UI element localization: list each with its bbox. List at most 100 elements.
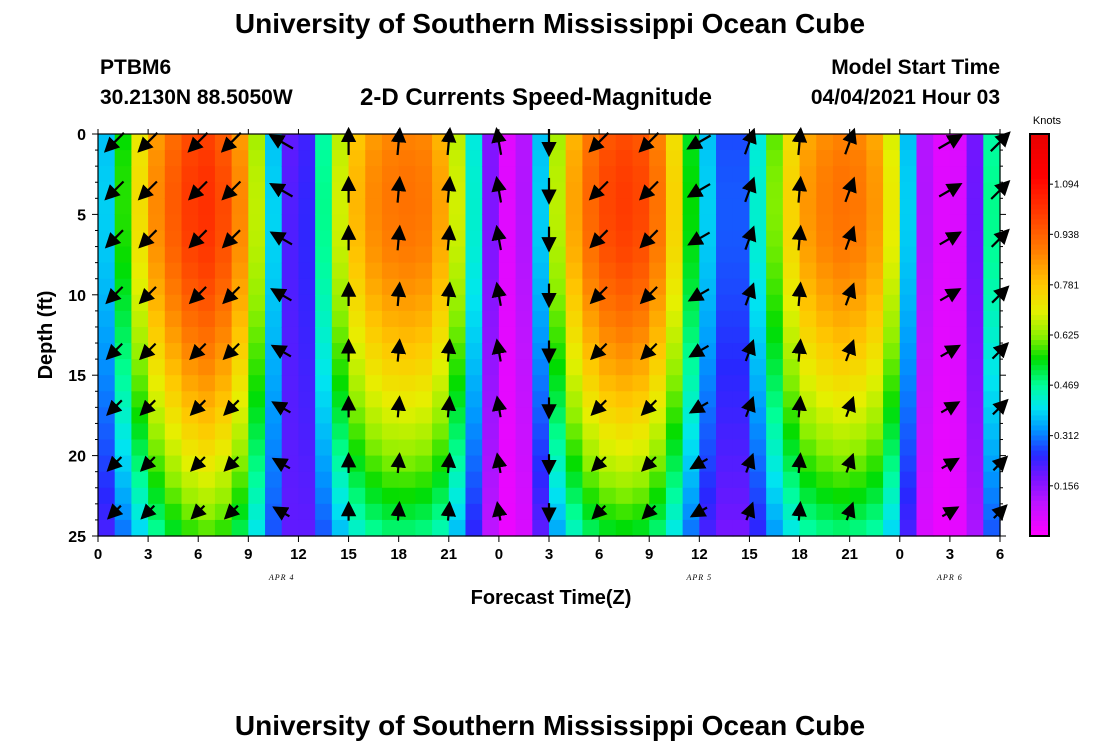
current-arrow xyxy=(491,338,507,362)
colorbar-cell xyxy=(1030,229,1049,236)
heatmap-cell xyxy=(615,359,634,376)
colorbar-tick-label: 0.938 xyxy=(1054,230,1079,241)
heatmap-cell xyxy=(899,246,918,264)
colorbar-cell xyxy=(1030,455,1049,462)
heatmap-cell xyxy=(766,487,784,505)
heatmap-cell xyxy=(198,375,216,392)
heatmap-cell xyxy=(966,310,984,328)
heatmap-cell xyxy=(849,359,867,376)
current-arrow xyxy=(640,399,658,416)
heatmap-cell xyxy=(682,150,700,167)
heatmap-cell xyxy=(465,214,483,232)
heatmap-cell xyxy=(298,294,316,312)
heatmap-cell xyxy=(615,150,634,167)
heatmap-cell xyxy=(231,214,249,232)
heatmap-cell xyxy=(883,519,901,537)
heatmap-cell xyxy=(832,391,851,408)
heatmap-cell xyxy=(348,487,366,505)
heatmap-cell xyxy=(549,246,567,264)
heatmap-cell xyxy=(649,310,667,328)
current-arrow xyxy=(140,503,157,520)
heatmap-cell xyxy=(816,262,834,280)
heatmap-cell xyxy=(766,278,784,296)
heatmap-cell xyxy=(933,246,951,264)
colorbar-cell xyxy=(1030,324,1049,331)
heatmap-cell xyxy=(849,246,867,264)
heatmap-cell xyxy=(883,423,901,441)
heatmap-cell xyxy=(164,326,183,344)
heatmap-cell xyxy=(381,503,400,521)
heatmap-cell xyxy=(331,278,350,296)
heatmap-cell xyxy=(615,278,634,296)
heatmap-cell xyxy=(98,230,116,248)
colorbar-tick-label: 0.625 xyxy=(1054,331,1079,342)
heatmap-cell xyxy=(732,310,751,328)
heatmap-cell xyxy=(365,294,383,312)
heatmap-cell xyxy=(114,166,132,183)
heatmap-cell xyxy=(916,423,934,441)
heatmap-cell xyxy=(565,262,583,280)
heatmap-cell xyxy=(899,294,918,312)
heatmap-cell xyxy=(164,150,183,167)
heatmap-cell xyxy=(883,359,901,376)
current-arrow xyxy=(491,281,507,306)
heatmap-cell xyxy=(716,326,734,344)
heatmap-cell xyxy=(916,455,934,473)
colorbar-cell xyxy=(1030,234,1049,241)
heatmap-cell xyxy=(432,246,450,264)
heatmap-cell xyxy=(816,278,834,296)
colorbar-cell xyxy=(1030,309,1049,316)
colorbar-cell xyxy=(1030,440,1049,447)
heatmap-cell xyxy=(599,423,617,441)
heatmap-cell xyxy=(515,423,533,441)
heatmap-cell xyxy=(415,391,433,408)
heatmap-cell xyxy=(749,423,767,441)
heatmap-cell xyxy=(816,310,834,328)
heatmap-cell xyxy=(632,198,650,215)
heatmap-cell xyxy=(515,230,533,248)
heatmap-cell xyxy=(432,310,450,328)
heatmap-cell xyxy=(615,294,634,312)
heatmap-cell xyxy=(465,134,483,151)
heatmap-cell xyxy=(482,150,500,167)
heatmap-cell xyxy=(231,262,249,280)
heatmap-cell xyxy=(281,423,300,441)
heatmap-cell xyxy=(315,198,333,215)
heatmap-cell xyxy=(699,326,717,344)
heatmap-cell xyxy=(682,375,700,392)
heatmap-cell xyxy=(298,519,316,537)
heatmap-cell xyxy=(331,407,350,425)
heatmap-cell xyxy=(331,503,350,521)
heatmap-cell xyxy=(348,166,366,183)
current-arrow xyxy=(589,286,608,305)
current-arrow xyxy=(641,455,658,472)
heatmap-cell xyxy=(398,407,416,425)
heatmap-cell xyxy=(148,375,166,392)
heatmap-cell xyxy=(716,198,734,215)
colorbar-cell xyxy=(1030,289,1049,296)
heatmap-cell xyxy=(482,359,500,376)
heatmap-cell xyxy=(432,375,450,392)
heatmap-cell xyxy=(331,487,350,505)
heatmap-cell xyxy=(966,294,984,312)
heatmap-cell xyxy=(231,519,249,537)
heatmap-cell xyxy=(899,423,918,441)
x-tick-label: 3 xyxy=(946,546,954,563)
heatmap-cell xyxy=(949,214,968,232)
heatmap-cell xyxy=(832,487,851,505)
heatmap-cell xyxy=(198,487,216,505)
heatmap-cell xyxy=(498,246,517,264)
heatmap-cell xyxy=(181,166,199,183)
colorbar-cell xyxy=(1030,154,1049,160)
heatmap-cell xyxy=(716,359,734,376)
heatmap-cell xyxy=(131,503,149,521)
heatmap-cell xyxy=(966,519,984,537)
heatmap-cell xyxy=(315,230,333,248)
heatmap-cell xyxy=(849,310,867,328)
heatmap-cell xyxy=(716,407,734,425)
colorbar-cell xyxy=(1030,385,1049,391)
heatmap-cell xyxy=(198,471,216,489)
heatmap-cell xyxy=(231,230,249,248)
heatmap-cell xyxy=(565,471,583,489)
heatmap-cell xyxy=(148,214,166,232)
